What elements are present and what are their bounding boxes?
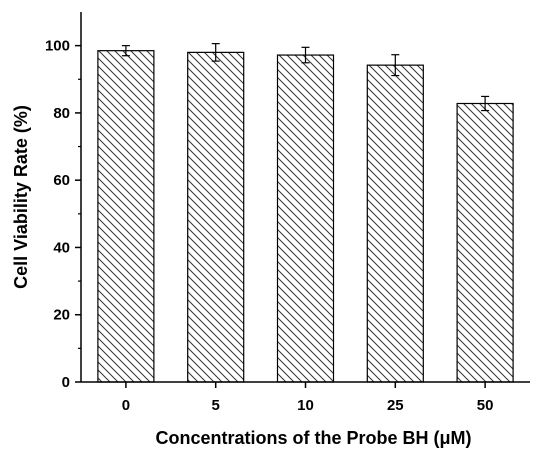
bar bbox=[366, 64, 424, 383]
bar bbox=[97, 50, 155, 383]
x-tick-label: 50 bbox=[477, 397, 494, 414]
y-tick-label: 60 bbox=[53, 172, 70, 189]
x-tick-label: 10 bbox=[297, 397, 314, 414]
bar bbox=[456, 102, 514, 383]
bars-layer bbox=[97, 43, 514, 383]
x-tick-label: 0 bbox=[122, 397, 130, 414]
x-tick-label: 25 bbox=[387, 397, 404, 414]
y-axis-title: Cell Viability Rate (%) bbox=[11, 105, 31, 289]
y-tick-label: 100 bbox=[45, 38, 70, 55]
bar bbox=[276, 54, 335, 383]
y-ticks: 0 20 40 60 80 100 bbox=[45, 38, 81, 391]
y-tick-label: 20 bbox=[53, 307, 70, 324]
y-tick-label: 40 bbox=[53, 239, 70, 256]
y-tick-label: 0 bbox=[62, 374, 70, 391]
x-tick-label: 5 bbox=[212, 397, 220, 414]
bar bbox=[187, 51, 245, 383]
y-tick-label: 80 bbox=[53, 105, 70, 122]
x-axis-title: Concentrations of the Probe BH (μM) bbox=[155, 428, 471, 448]
x-ticks: 0 5 10 25 50 bbox=[122, 382, 494, 414]
